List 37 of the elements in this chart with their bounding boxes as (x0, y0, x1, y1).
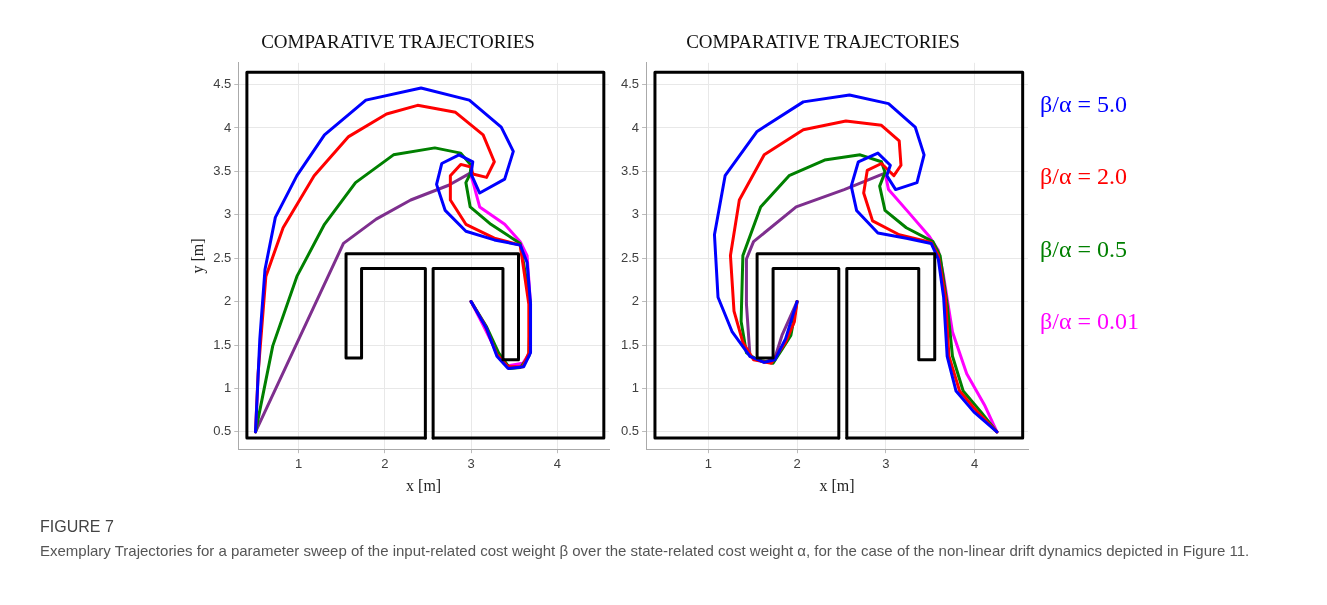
y-tick-label: 1.5 (620, 336, 640, 352)
y-tick-label: 0.5 (620, 423, 640, 439)
x-tick-label: 4 (553, 455, 561, 471)
text: β/α = 5.0 (1040, 90, 1128, 118)
y-tick-label: 3 (224, 206, 232, 222)
x-tick-label: 4 (971, 455, 979, 471)
x-tick-label: 2 (381, 455, 389, 471)
x-tick-label: 1 (295, 455, 303, 471)
y-tick-label: 1 (224, 380, 232, 395)
chart-title: COMPARATIVE TRAJECTORIES (686, 31, 960, 53)
x-tick-label: 1 (704, 455, 712, 471)
y-tick-label: 4.5 (213, 76, 232, 92)
x-tick-label: 3 (882, 455, 890, 471)
y-tick-label: 3 (631, 206, 640, 222)
chart-title: COMPARATIVE TRAJECTORIES (261, 31, 535, 53)
y-tick-label: 2 (631, 293, 640, 309)
x-tick-label: 2 (793, 455, 801, 471)
y-tick-label: 4 (224, 119, 232, 135)
caption: FIGURE 7 (40, 517, 115, 537)
y-tick-label: 2 (224, 293, 232, 309)
x-axis-title: x [m] (819, 476, 855, 494)
text: β/α = 0.5 (1040, 235, 1128, 263)
y-tick-label: 4.5 (620, 76, 640, 92)
text: β/α = 2.0 (1040, 163, 1128, 191)
y-tick-label: 3.5 (213, 162, 232, 178)
y-tick-label: 2.5 (620, 249, 640, 265)
x-tick-label: 3 (467, 455, 475, 471)
text: β/α = 0.01 (1040, 308, 1139, 336)
y-tick-label: 3.5 (620, 162, 640, 178)
y-tick-label: 1 (631, 380, 640, 395)
y-tick-label: 1.5 (213, 336, 232, 352)
text: Exemplary Trajectories for a parameter sweep of the input-related cost weight β over the state-related cost weight α, for the case of the non-linear drift dynamics depicted in Figure 11. (40, 541, 1251, 561)
y-tick-label: 0.5 (213, 423, 232, 439)
x-axis-title: x [m] (406, 476, 442, 494)
y-tick-label: 2.5 (213, 249, 232, 265)
y-axis-title: y [m] (188, 238, 207, 274)
y-tick-label: 4 (631, 119, 640, 135)
